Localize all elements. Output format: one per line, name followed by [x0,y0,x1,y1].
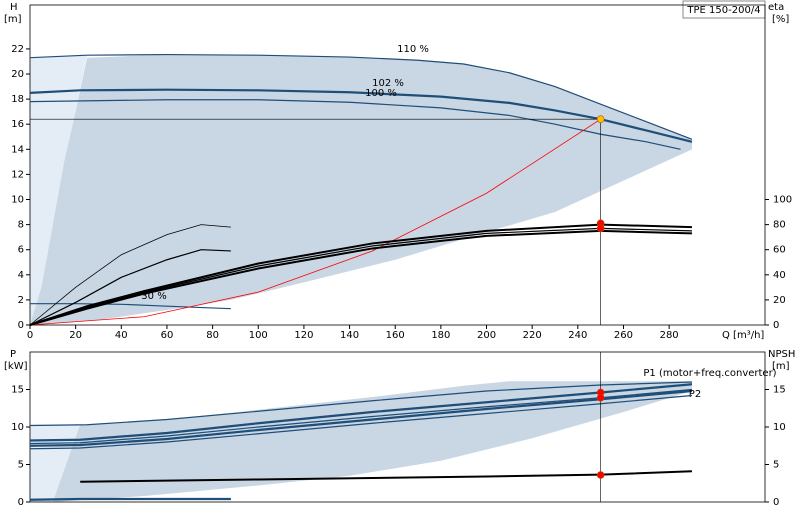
x-tick-label: 260 [614,330,633,341]
y2-tick-label: 40 [773,270,786,281]
curve [29,53,693,140]
y-tick-label: 15 [11,385,24,396]
plot-frame [29,4,766,326]
operating-range [52,381,692,502]
curve-label: 30 % [141,291,166,302]
y-tick-label: 22 [11,44,24,55]
y-tick-label: 10 [11,422,24,433]
curve [29,227,692,326]
model-label: TPE 150-200/4 [686,5,760,16]
curve [29,389,693,447]
y-axis-label: H [10,2,18,13]
y2-tick-label: 5 [773,460,779,471]
duty-point [596,393,605,402]
y-axis-label: P [10,349,16,360]
x-tick-label: 100 [249,330,268,341]
y2-tick-label: 60 [773,245,786,256]
y-tick-label: 14 [11,144,24,155]
curve [29,229,692,326]
x-tick-label: 20 [69,330,82,341]
y2-axis-label: NPSH [768,349,795,360]
operating-range [30,55,88,326]
x-tick-label: 40 [115,330,128,341]
curve [29,118,601,326]
y-tick-label: 8 [18,220,24,231]
x-tick-label: 80 [206,330,219,341]
y2-axis-unit: [m] [772,361,790,372]
y-tick-label: 0 [18,497,24,508]
y-tick-label: 2 [18,295,24,306]
curve [29,394,693,450]
x-axis-label: Q [m³/h] [722,330,764,341]
curve [29,224,231,326]
y2-tick-label: 20 [773,295,786,306]
curve [29,383,693,442]
y2-tick-label: 100 [773,195,792,206]
x-tick-label: 160 [386,330,405,341]
curve [29,99,681,150]
y-tick-label: 10 [11,195,24,206]
x-tick-label: 140 [340,330,359,341]
x-tick-label: 0 [27,330,33,341]
x-tick-label: 60 [161,330,174,341]
y-tick-label: 16 [11,119,24,130]
y-axis-unit: [kW] [4,361,28,372]
curve [29,223,692,326]
curve [29,388,693,445]
curve-label: 102 % [372,78,404,89]
y-axis-unit: [m] [4,14,22,25]
duty-point [596,224,605,233]
curve [80,470,692,483]
x-tick-label: 180 [431,330,450,341]
curve-label: 100 % [365,88,397,99]
curve-label: 110 % [397,44,429,55]
y2-axis-unit: [%] [772,14,789,25]
curve-label: P2 [689,389,701,400]
operating-range [30,424,81,502]
x-tick-label: 240 [568,330,587,341]
x-tick-label: 280 [660,330,679,341]
duty-point [596,471,605,479]
y-tick-label: 5 [18,460,24,471]
y2-axis-label: eta [768,2,784,13]
operating-range [30,54,692,325]
x-tick-label: 120 [294,330,313,341]
curve [29,88,693,143]
x-tick-label: 220 [523,330,542,341]
y2-tick-label: 15 [773,385,786,396]
curve-label: P1 (motor+freq.converter) [643,368,776,379]
y2-tick-label: 80 [773,220,786,231]
y2-tick-label: 0 [773,320,779,331]
y-tick-label: 6 [18,245,24,256]
y-tick-label: 0 [18,320,24,331]
curve [29,381,692,427]
curve [29,249,231,326]
curve [29,497,231,501]
y-tick-label: 18 [11,94,24,105]
x-tick-label: 200 [477,330,496,341]
y2-tick-label: 0 [773,497,779,508]
y2-tick-label: 10 [773,422,786,433]
y-tick-label: 20 [11,69,24,80]
y-tick-label: 4 [18,270,24,281]
duty-point [596,115,605,123]
y-tick-label: 12 [11,169,24,180]
